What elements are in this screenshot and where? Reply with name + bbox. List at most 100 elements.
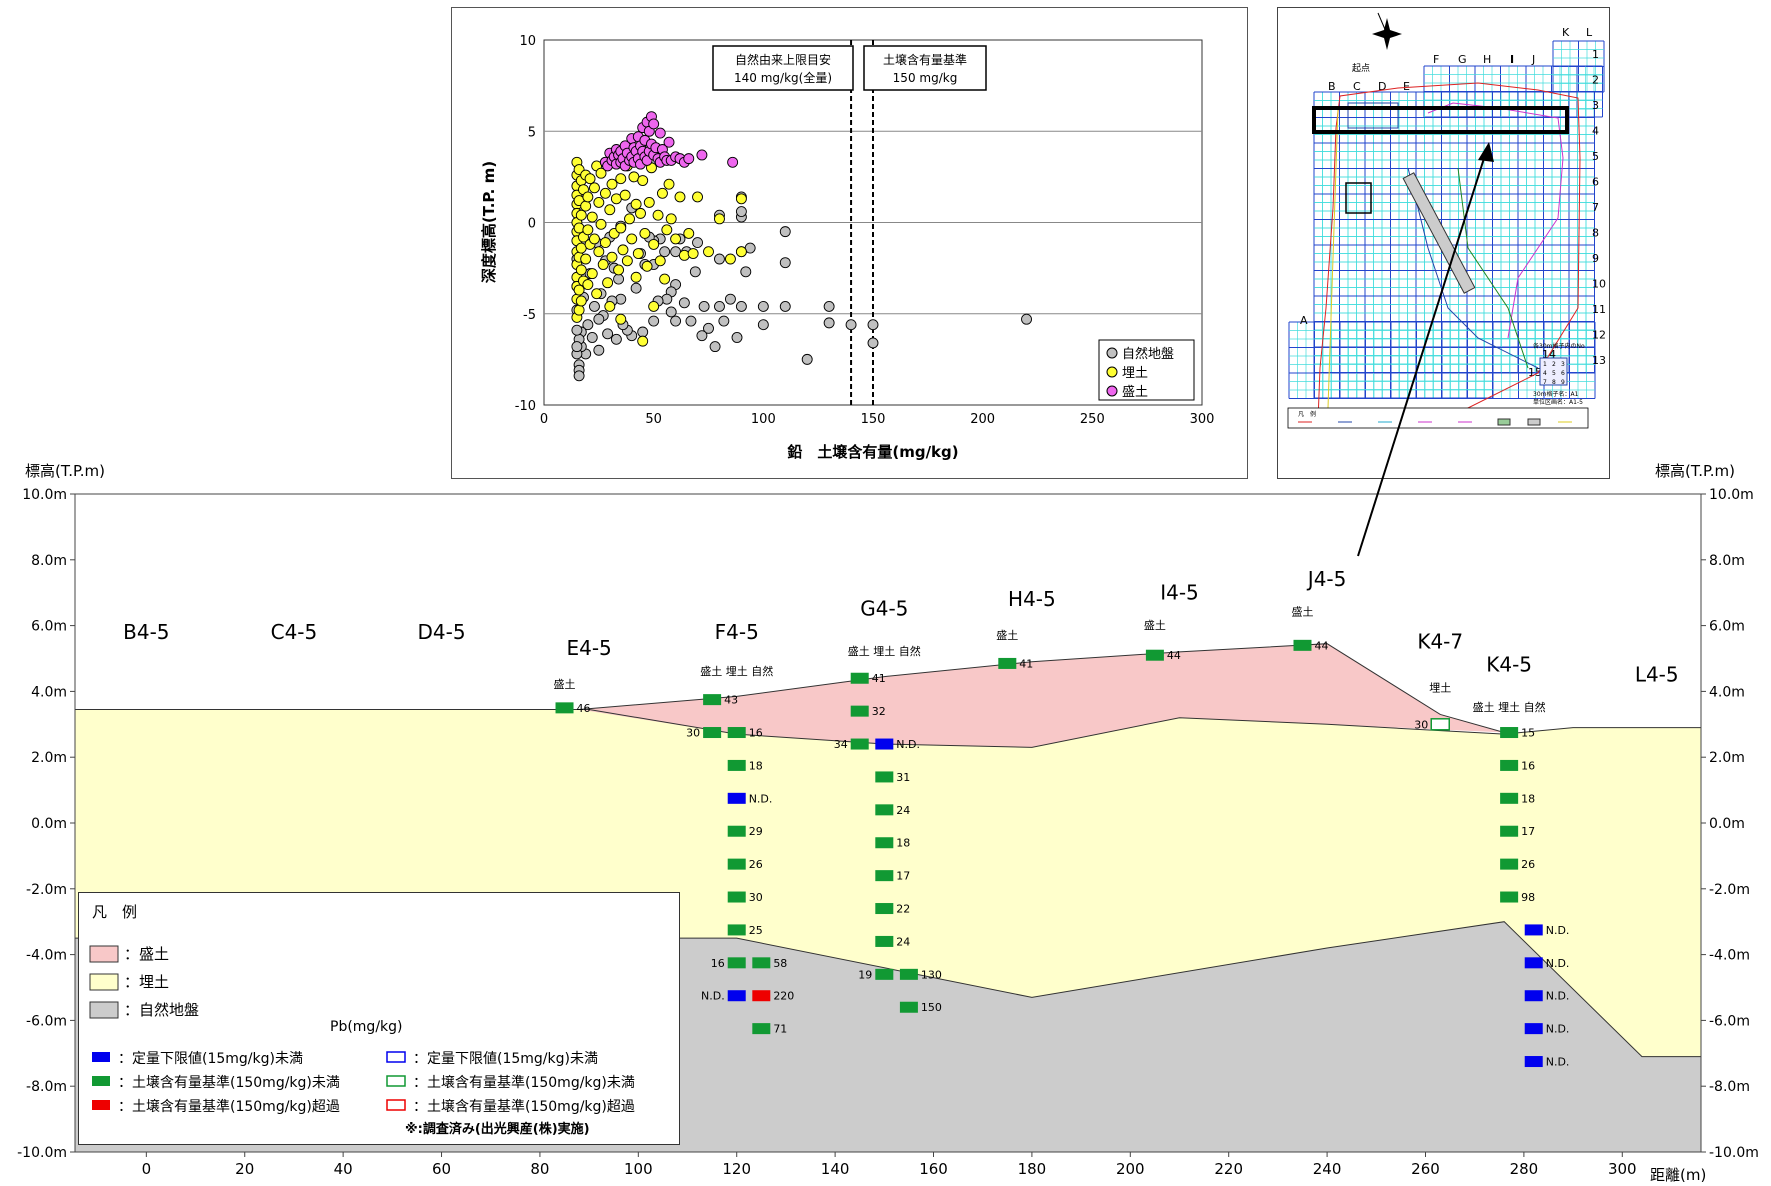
scatter-point — [586, 268, 598, 280]
legend-item-3: ：土壌含有量基準(150mg/kg)超過 — [118, 1098, 340, 1115]
scatter-point — [591, 288, 603, 300]
sample-marker — [727, 825, 746, 837]
layer-label: 盛土 — [1291, 605, 1313, 619]
scatter-point — [626, 233, 638, 245]
section-y-tick-label-right: 6.0m — [1709, 619, 1745, 635]
section-y-title-right: 標高(T.P.m) — [1655, 462, 1735, 480]
sample-marker — [703, 694, 722, 706]
section-y-tick-label-right: 8.0m — [1709, 553, 1745, 569]
natural-limit-line1: 自然由来上限目安 — [735, 52, 831, 67]
section-x-tick-label: 80 — [530, 1160, 549, 1178]
scatter-point — [606, 178, 618, 190]
scatter-point — [604, 204, 616, 216]
section-x-tick-label: 180 — [1018, 1160, 1047, 1178]
scatter-point — [575, 209, 587, 221]
sample-value-label: 26 — [1521, 858, 1535, 871]
map-row-label: 10 — [1592, 278, 1606, 291]
map-note-3: 単位区画名：A1-5 — [1533, 398, 1583, 406]
scatter-y-tick-label: 5 — [528, 125, 536, 140]
scatter-point — [610, 333, 622, 345]
scatter-point — [641, 260, 653, 272]
scatter-point — [740, 266, 752, 278]
scatter-point — [602, 277, 614, 289]
map-row-label: 11 — [1592, 303, 1606, 316]
section-y-tick-label-right: -4.0m — [1709, 948, 1750, 964]
sample-marker — [727, 727, 746, 739]
scatter-y-tick-label: -10 — [515, 399, 536, 414]
scatter-point — [648, 238, 660, 250]
location-map: K L F G H I J B C D E A 起点 1234567891011… — [1287, 12, 1606, 429]
station-label: I4-5 — [1160, 580, 1199, 604]
map-row-label: 8 — [1592, 227, 1599, 240]
map-col-I: I — [1510, 53, 1514, 66]
scatter-point — [593, 246, 605, 258]
sample-marker — [850, 672, 869, 684]
scatter-point — [663, 136, 675, 148]
legend-fill-text: ：埋土 — [124, 973, 169, 991]
scatter-point — [714, 301, 725, 312]
sample-value-label: 71 — [773, 1023, 787, 1036]
sample-value-label: 17 — [1521, 825, 1535, 838]
scatter-point — [735, 301, 747, 312]
map-col-G: G — [1458, 53, 1467, 66]
scatter-point — [604, 301, 616, 312]
sample-marker — [875, 870, 894, 882]
scatter-point — [630, 198, 642, 210]
sample-value-label: N.D. — [1546, 990, 1570, 1003]
layer-label: 埋土 — [1429, 681, 1451, 694]
scatter-point — [757, 301, 769, 312]
sample-value-label: 16 — [711, 957, 725, 970]
scatter-point — [573, 370, 585, 382]
section-x-tick-label: 220 — [1214, 1160, 1243, 1178]
scatter-point — [580, 253, 592, 265]
section-y-title-left: 標高(T.P.m) — [25, 462, 105, 480]
scatter-point — [696, 149, 708, 161]
sample-marker — [899, 968, 918, 980]
scatter-point — [735, 246, 747, 258]
map-index-cell: 9 — [1561, 379, 1565, 386]
scatter-point — [643, 196, 655, 208]
section-station-labels: B4-5 C4-5 D4-5 E4-5 F4-5 G4-5 H4-5 I4-5 J4-5 K4-7… — [123, 567, 1678, 686]
map-index-cell: 3 — [1561, 361, 1565, 368]
sample-value-label: 17 — [896, 870, 910, 883]
scatter-point — [606, 251, 618, 263]
sample-marker — [1500, 891, 1519, 903]
scatter-point — [714, 253, 725, 265]
section-x-tick-label: 60 — [432, 1160, 451, 1178]
map-col-A: A — [1300, 314, 1308, 327]
scatter-point — [588, 233, 600, 245]
sample-value-label: 24 — [896, 935, 910, 948]
legend-natural-swatch — [89, 1001, 119, 1019]
scatter-x-tick-label: 300 — [1190, 412, 1215, 427]
sample-value-label: 22 — [896, 903, 910, 916]
station-label: E4-5 — [566, 636, 611, 660]
sample-value-label: 41 — [1019, 657, 1033, 670]
map-row-label: 2 — [1592, 74, 1599, 87]
scatter-point — [615, 222, 627, 234]
legend-fill-swatch — [89, 973, 119, 991]
standard-line2: 150 mg/kg — [893, 71, 958, 85]
map-index-cell: 4 — [1543, 370, 1547, 377]
scatter-point — [709, 341, 721, 353]
sample-marker — [1293, 639, 1312, 651]
sample-value-label: 15 — [1521, 727, 1535, 740]
scatter-point — [630, 271, 642, 283]
section-y-tick-label-left: -2.0m — [26, 882, 67, 898]
section-y-tick-label-left: 10.0m — [22, 487, 67, 503]
section-y-tick-label-right: -8.0m — [1709, 1079, 1750, 1095]
map-legend: 凡 例 — [1287, 407, 1589, 429]
scatter-point — [652, 209, 664, 221]
scatter-point — [630, 282, 642, 294]
section-y-tick-label-left: 4.0m — [31, 684, 67, 700]
sample-value-label: 98 — [1521, 891, 1535, 904]
natural-limit-box: 自然由来上限目安 140 mg/kg(全量) — [712, 45, 854, 91]
sample-marker — [1500, 792, 1519, 804]
legend-mound-label: 盛土 — [1122, 385, 1148, 400]
station-label: B4-5 — [123, 620, 169, 644]
scatter-point — [593, 344, 605, 356]
scatter-point — [635, 207, 646, 219]
section-x-tick-label: 300 — [1608, 1160, 1637, 1178]
scatter-point — [584, 173, 596, 185]
section-y-tick-label-left: 8.0m — [31, 553, 67, 569]
